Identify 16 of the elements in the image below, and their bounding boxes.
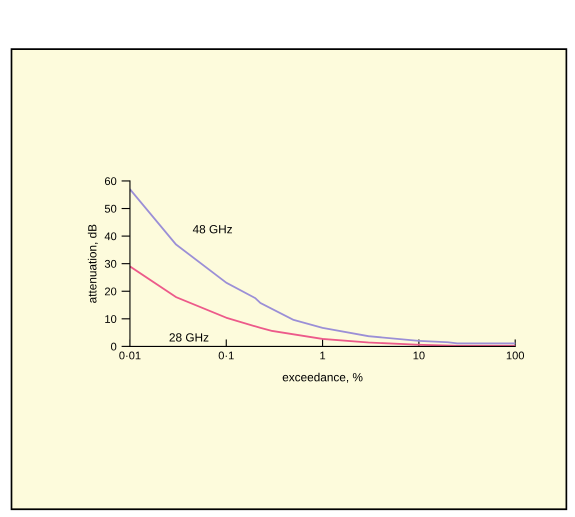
y-tick-label: 30	[104, 260, 116, 268]
y-tick-label: 60	[104, 177, 116, 186]
x-tick-label: 0·1	[218, 352, 234, 360]
x-axis-title: exceedance, %	[282, 372, 363, 383]
x-tick-label: 1	[320, 352, 326, 360]
series-label: 48 GHz	[192, 225, 232, 234]
y-tick-label: 0	[111, 342, 116, 351]
y-tick-label: 50	[104, 204, 116, 213]
x-tick-label: 0·01	[119, 352, 141, 360]
y-axis-title: attenuation, dB	[88, 224, 98, 303]
y-tick-label: 10	[105, 315, 116, 323]
y-tick-label: 40	[104, 232, 116, 240]
x-tick-label: 100	[506, 352, 524, 360]
y-tick-label: 20	[104, 288, 116, 296]
series-label: 28 GHz	[170, 333, 208, 342]
x-tick-label: 10	[414, 352, 425, 360]
